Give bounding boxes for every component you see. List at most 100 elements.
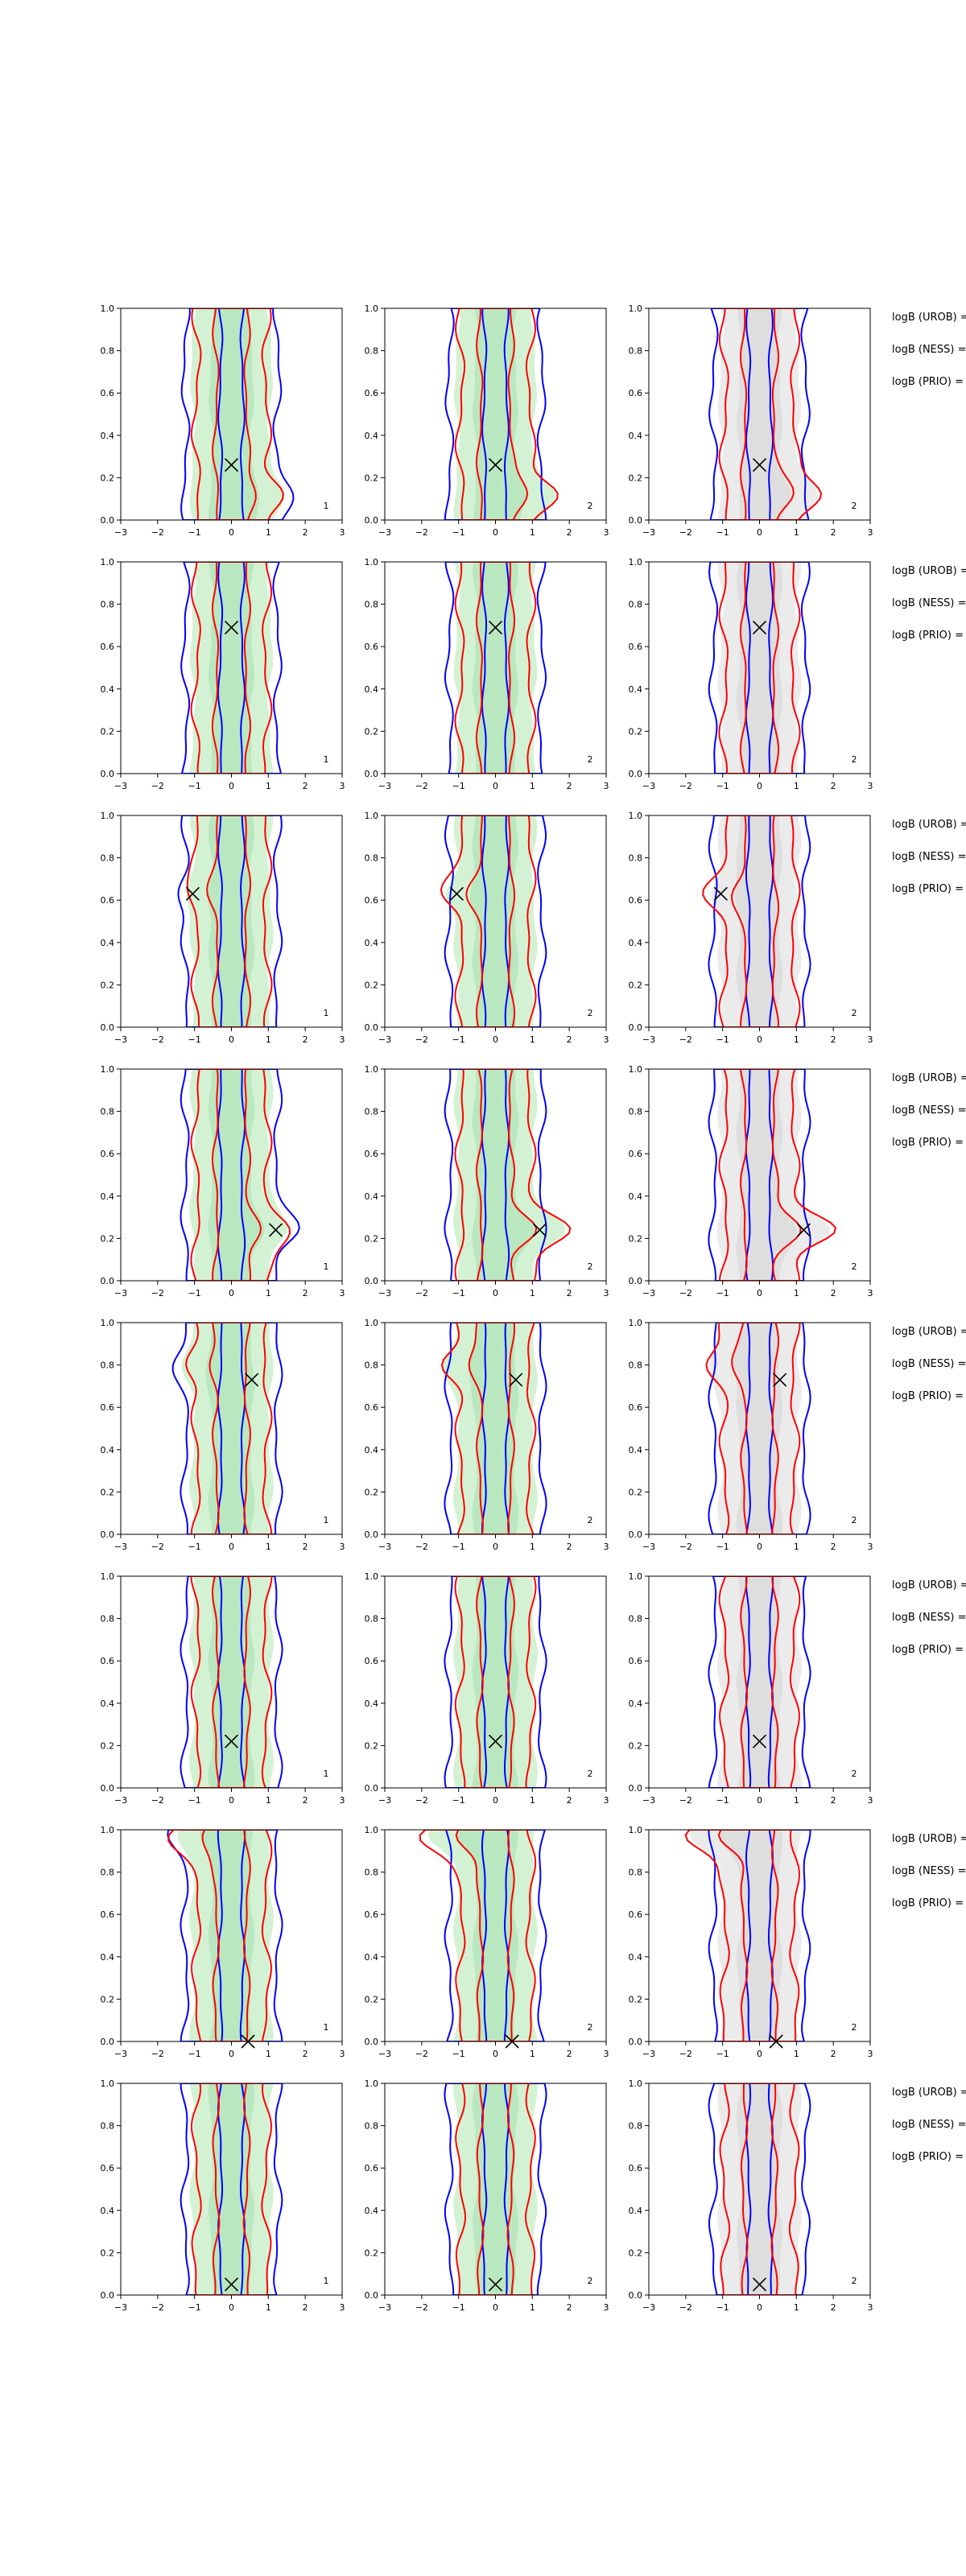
panel-corner-label: 2 [852,2276,857,2286]
density-fill-inner [734,815,783,1027]
x-tick-label: 0 [493,1288,498,1298]
x-tick-label: 1 [266,781,271,791]
blue-contour-outer [444,1576,547,1788]
x-tick-label: 2 [831,527,836,538]
panel-r7-c1: −3 −2 −1 0 1 2 3 0.0 0.2 0.4 0.6 0.8 1.0 1 [101,1825,345,2059]
x-tick-label: 3 [340,1542,345,1552]
x-tick-label: −1 [188,781,201,791]
panel-corner-label: 1 [324,1261,329,1272]
x-tick-label: −2 [679,1288,692,1298]
x-tick-label: 3 [604,2302,609,2313]
y-tick-label: 0.6 [101,1402,115,1413]
y-tick-label: 0.2 [629,1994,643,2004]
density-fill-inner [736,1576,783,1788]
x-tick-label: −3 [114,2049,127,2059]
x-tick-label: 2 [303,2049,308,2059]
x-tick-label: −2 [679,2302,692,2313]
x-tick-label: −2 [415,2049,428,2059]
x-tick-label: −3 [114,2302,127,2313]
x-tick-label: 0 [757,1542,762,1552]
x-tick-label: −1 [716,1288,729,1298]
red-contour-inner [211,308,257,520]
blue-contour-inner [217,1069,246,1281]
x-tick-label: −2 [151,2049,164,2059]
y-tick-label: 0.6 [365,2163,379,2174]
x-tick-label: 1 [266,1288,271,1298]
true-value-marker [224,620,239,635]
panel-corner-label: 2 [852,1008,857,1018]
x-tick-label: 1 [794,1034,799,1045]
x-tick-label: −1 [716,1795,729,1806]
red-contour-outer [718,308,823,520]
y-tick-label: 0.4 [101,1952,115,1963]
x-tick-label: 3 [868,2302,873,2313]
x-tick-label: 1 [794,781,799,791]
y-tick-label: 0.4 [365,1445,379,1455]
blue-contour-outer [708,562,811,774]
y-tick-label: 0.2 [629,1233,643,1244]
red-contour-outer [190,2083,273,2295]
x-tick-label: 2 [303,2302,308,2313]
density-fill-inner [472,562,519,774]
density-fill-inner [736,562,783,774]
x-tick-label: −1 [452,527,465,538]
red-contour-outer [454,1069,572,1281]
y-tick-label: 0.8 [365,853,379,864]
y-tick-label: 0.8 [101,853,115,864]
x-tick-label: −2 [415,1288,428,1298]
red-contour-outer [684,1830,800,2041]
true-value-marker [185,886,200,901]
y-tick-label: 1.0 [365,557,379,568]
side-label-logb: logB (NESS) = [892,2119,966,2131]
red-contour-outer [419,1830,537,2041]
y-tick-label: 1.0 [101,1825,115,1835]
y-tick-label: 0.8 [101,346,115,357]
panel-r4-c2: −3 −2 −1 0 1 2 3 0.0 0.2 0.4 0.6 0.8 1.0 2 [365,1064,609,1298]
true-value-marker [509,1373,523,1387]
blue-contour-inner [217,1830,246,2041]
y-tick-label: 0.6 [365,1402,379,1413]
side-label-logb: logB (UROB) = [892,819,966,831]
x-tick-label: −3 [114,1034,127,1045]
panel-r8-c1: −3 −2 −1 0 1 2 3 0.0 0.2 0.4 0.6 0.8 1.0 1 [101,2079,345,2313]
red-contour-inner [201,1830,251,2041]
x-tick-label: 3 [868,527,873,538]
red-contour-outer [718,562,801,774]
x-tick-label: −3 [642,2302,655,2313]
y-tick-label: 0.0 [101,1783,115,1794]
x-tick-label: −2 [679,1542,692,1552]
panel-r1-c2: −3 −2 −1 0 1 2 3 0.0 0.2 0.4 0.6 0.8 1.0 2 [365,303,609,538]
y-tick-label: 0.2 [629,1740,643,1751]
y-tick-label: 0.4 [629,1952,643,1963]
x-tick-label: 2 [567,1795,572,1806]
y-tick-label: 0.2 [365,726,379,737]
y-tick-label: 0.2 [629,726,643,737]
x-tick-label: 2 [567,2049,572,2059]
x-tick-label: 1 [794,1795,799,1806]
x-tick-label: 2 [567,2302,572,2313]
blue-contour-inner [481,1576,510,1788]
x-tick-label: 2 [567,781,572,791]
blue-contour-outer [708,1576,811,1788]
y-tick-label: 1.0 [365,303,379,314]
y-tick-label: 0.2 [365,1994,379,2004]
x-tick-label: −1 [452,1288,465,1298]
y-tick-label: 0.4 [365,684,379,695]
y-tick-label: 0.6 [101,642,115,652]
panel-r6-c2: −3 −2 −1 0 1 2 3 0.0 0.2 0.4 0.6 0.8 1.0 2 [365,1571,609,1806]
x-tick-label: 2 [567,1542,572,1552]
blue-contour-outer [167,1830,283,2041]
x-tick-label: 3 [604,1542,609,1552]
y-tick-label: 0.6 [629,642,643,652]
true-value-marker [488,458,503,473]
true-value-marker [796,1223,811,1237]
blue-contour-outer [177,815,283,1027]
x-tick-label: −2 [415,527,428,538]
y-tick-label: 0.2 [629,980,643,990]
x-tick-label: 0 [757,2302,762,2313]
x-tick-label: 3 [604,1795,609,1806]
x-tick-label: −3 [378,1542,391,1552]
blue-contour-outer [444,1323,547,1534]
y-tick-label: 0.0 [101,1530,115,1540]
density-fill-inner [208,1069,265,1281]
